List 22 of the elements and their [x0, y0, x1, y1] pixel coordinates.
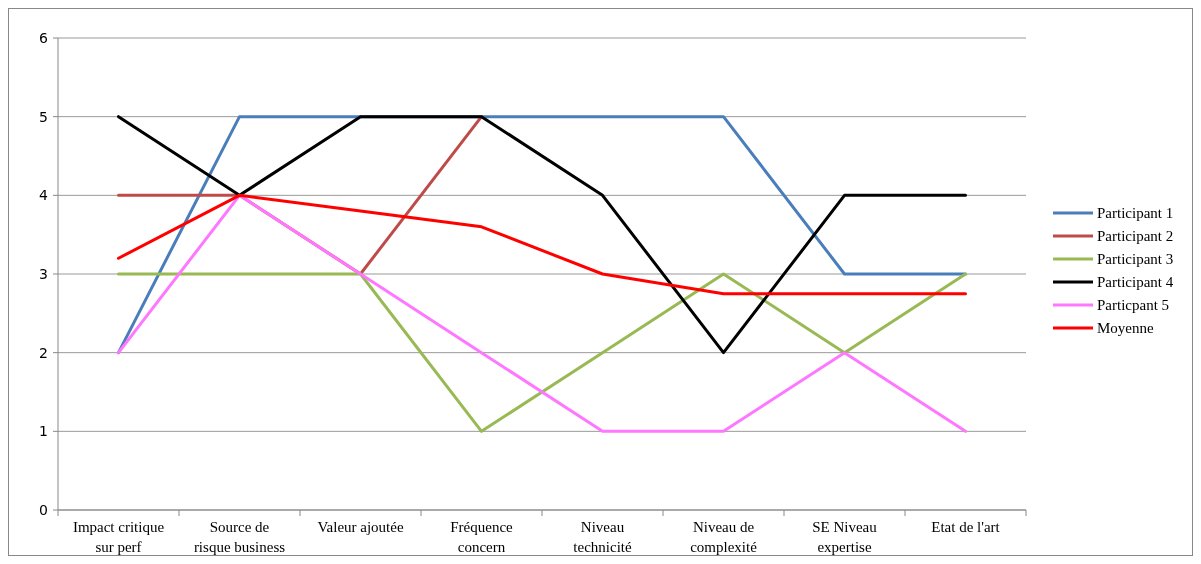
y-tick-label: 6 — [39, 29, 49, 46]
y-tick-label: 3 — [39, 265, 48, 282]
y-tick-label: 2 — [39, 344, 48, 361]
y-tick-label: 1 — [39, 423, 48, 440]
y-tick-label: 0 — [39, 501, 48, 518]
legend-label: Particpant 5 — [1097, 297, 1170, 314]
x-tick-label: Impact critique sur perf — [72, 519, 165, 555]
x-tick-label: Fréquence concern — [450, 519, 514, 555]
legend-label: Moyenne — [1097, 320, 1154, 337]
x-tick-label: SE Niveau expertise — [812, 519, 878, 555]
x-tick-label: Niveau technicité — [573, 519, 632, 555]
legend-label: Participant 4 — [1097, 274, 1174, 291]
y-tick-label: 5 — [39, 108, 48, 125]
x-tick-label: Source de risque business — [193, 519, 286, 555]
x-tick-label: Valeur ajoutée — [317, 519, 404, 535]
line-series — [117, 193, 967, 296]
x-tick-label: Etat de l'art — [931, 519, 1001, 535]
legend-label: Participant 1 — [1097, 205, 1174, 222]
y-tick-label: 4 — [39, 187, 49, 204]
x-tick-label: Niveau de complexité — [690, 519, 758, 555]
legend-label: Participant 2 — [1097, 228, 1174, 245]
legend-label: Participant 3 — [1097, 251, 1174, 268]
